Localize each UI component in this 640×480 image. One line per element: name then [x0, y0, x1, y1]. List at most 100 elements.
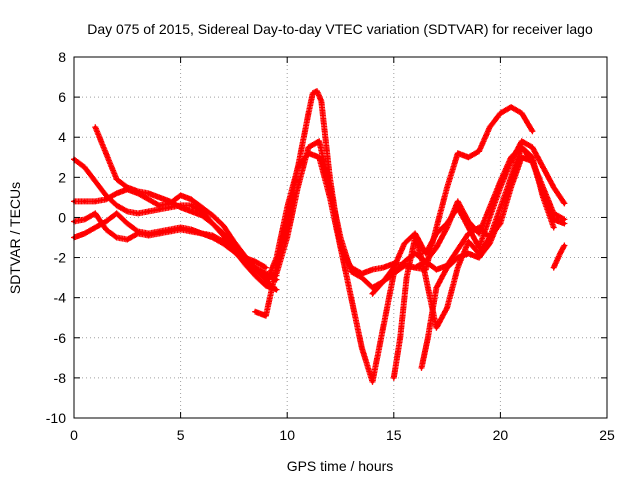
data-point: [306, 111, 311, 115]
data-point: [125, 221, 129, 226]
data-point: [311, 91, 315, 95]
data-point: [93, 125, 97, 129]
data-point: [157, 195, 161, 199]
data-point: [552, 265, 556, 270]
data-point: [558, 251, 562, 256]
data-point: [200, 213, 204, 218]
data-point: [189, 209, 193, 214]
data-point: [264, 265, 268, 270]
data-point: [125, 209, 129, 214]
data-point: [530, 155, 534, 159]
data-point: [552, 185, 556, 189]
data-point: [115, 203, 119, 208]
series-track-11: [418, 214, 504, 371]
data-point: [242, 259, 247, 264]
data-point: [147, 197, 151, 201]
data-point: [402, 259, 407, 264]
data-point: [370, 380, 375, 384]
data-point: [402, 241, 407, 246]
data-point: [104, 227, 108, 232]
data-point: [104, 219, 108, 224]
data-point: [210, 213, 215, 218]
data-point: [434, 286, 439, 290]
data-point: [200, 231, 204, 236]
y-tick-label: 8: [58, 49, 66, 65]
data-point: [253, 274, 257, 278]
x-axis-label: GPS time / hours: [287, 458, 394, 474]
data-point: [541, 165, 545, 169]
data-point: [434, 267, 439, 272]
plot-frame: [73, 56, 608, 419]
data-point: [498, 205, 502, 210]
data-point: [520, 145, 524, 149]
series-track-5: [71, 210, 280, 283]
y-tick-label: 2: [58, 169, 66, 185]
data-point: [179, 205, 183, 210]
data-point: [488, 125, 492, 129]
x-tick-label: 0: [70, 427, 78, 443]
data-point: [306, 151, 311, 155]
data-point: [221, 241, 225, 246]
data-point: [315, 89, 319, 93]
chart-title: Day 075 of 2015, Sidereal Day-to-day VTE…: [87, 21, 593, 37]
data-point: [381, 265, 385, 270]
data-point: [306, 145, 311, 149]
data-point: [424, 251, 428, 256]
data-point: [147, 209, 151, 214]
data-point: [232, 249, 236, 254]
y-tick-label: -2: [54, 250, 67, 266]
data-point: [168, 201, 172, 206]
data-point: [509, 105, 513, 109]
data-point: [125, 237, 129, 242]
data-point: [147, 233, 151, 238]
data-point: [338, 245, 343, 250]
data-point: [115, 177, 119, 181]
data-point: [264, 314, 268, 318]
data-point: [274, 272, 279, 276]
x-tick-label: 5: [177, 427, 185, 443]
data-point: [413, 265, 417, 270]
data-point: [498, 111, 502, 115]
x-tick-label: 25: [599, 427, 615, 443]
data-point: [370, 267, 375, 272]
data-point: [398, 336, 402, 340]
data-point: [253, 259, 257, 264]
series-track-12: [550, 242, 568, 271]
x-tick-label: 20: [493, 427, 509, 443]
data-point: [466, 231, 471, 236]
data-point: [530, 145, 534, 149]
data-point: [115, 191, 119, 195]
data-point: [370, 286, 375, 290]
data-point: [83, 165, 87, 169]
data-point: [115, 211, 119, 216]
data-point: [317, 155, 321, 159]
data-point: [426, 336, 430, 340]
data-point: [104, 151, 108, 155]
data-point: [179, 227, 183, 232]
data-point: [456, 265, 460, 270]
data-point: [477, 255, 481, 260]
data-point: [317, 139, 321, 143]
data-point: [434, 231, 439, 236]
data-point: [136, 191, 140, 195]
data-point: [456, 247, 460, 252]
data-point: [562, 243, 566, 248]
y-tick-label: -6: [54, 330, 67, 346]
data-point: [285, 205, 289, 210]
data-point: [253, 267, 257, 272]
data-point: [360, 346, 364, 350]
data-point: [466, 225, 471, 230]
series-track-7: [273, 138, 568, 291]
data-point: [404, 276, 409, 280]
y-tick-label: 0: [58, 209, 66, 225]
data-point: [360, 276, 364, 280]
data-point: [392, 272, 396, 276]
data-point: [477, 231, 481, 236]
data-point: [466, 155, 471, 159]
data-point: [210, 221, 215, 226]
data-point: [445, 265, 449, 270]
data-point: [125, 187, 129, 191]
axis-ticks: 0 5 10 15 20 25 -10 -8 -6 -4 -2 0 2 4 6 8: [46, 49, 615, 443]
y-tick-label: 4: [58, 129, 66, 145]
